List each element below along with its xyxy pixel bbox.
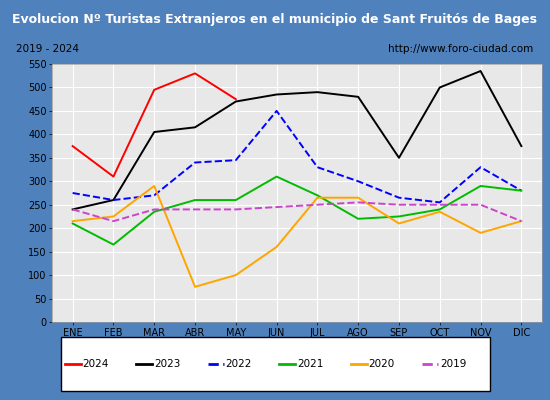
Text: 2022: 2022	[226, 359, 252, 369]
2020	[192, 284, 199, 289]
2019	[437, 202, 443, 207]
2022	[110, 198, 117, 202]
2019	[151, 207, 157, 212]
2022	[192, 160, 199, 165]
2021	[69, 221, 76, 226]
Line: 2020: 2020	[73, 186, 521, 287]
2020	[233, 273, 239, 278]
Line: 2022: 2022	[73, 111, 521, 202]
2021	[395, 214, 402, 219]
Text: Evolucion Nº Turistas Extranjeros en el municipio de Sant Fruitós de Bages: Evolucion Nº Turistas Extranjeros en el …	[13, 14, 537, 26]
2020	[518, 219, 525, 224]
Text: 2024: 2024	[82, 359, 109, 369]
Text: http://www.foro-ciudad.com: http://www.foro-ciudad.com	[388, 44, 534, 54]
2023	[477, 69, 484, 74]
2021	[518, 188, 525, 193]
2022	[314, 165, 321, 170]
2020	[69, 219, 76, 224]
2020	[151, 184, 157, 188]
Text: 2019 - 2024: 2019 - 2024	[16, 44, 79, 54]
2022	[151, 193, 157, 198]
2024	[110, 174, 117, 179]
2024	[151, 87, 157, 92]
2022	[273, 108, 280, 113]
2024	[69, 144, 76, 148]
2019	[69, 207, 76, 212]
2020	[314, 195, 321, 200]
Line: 2021: 2021	[73, 176, 521, 244]
2019	[273, 205, 280, 210]
2019	[233, 207, 239, 212]
2024	[192, 71, 199, 76]
2020	[437, 209, 443, 214]
2021	[314, 193, 321, 198]
2022	[355, 179, 361, 184]
2022	[395, 195, 402, 200]
2023	[395, 156, 402, 160]
2021	[192, 198, 199, 202]
2020	[355, 195, 361, 200]
2020	[273, 244, 280, 249]
2022	[69, 190, 76, 195]
Line: 2023: 2023	[73, 71, 521, 210]
2023	[69, 207, 76, 212]
2021	[233, 198, 239, 202]
2019	[518, 219, 525, 224]
2019	[314, 202, 321, 207]
2019	[477, 202, 484, 207]
Line: 2019: 2019	[73, 202, 521, 221]
2020	[395, 221, 402, 226]
Text: 2019: 2019	[440, 359, 466, 369]
2019	[192, 207, 199, 212]
2021	[437, 207, 443, 212]
Text: 2021: 2021	[297, 359, 323, 369]
2019	[355, 200, 361, 205]
2020	[477, 230, 484, 235]
2021	[477, 184, 484, 188]
2023	[192, 125, 199, 130]
2022	[518, 188, 525, 193]
2023	[314, 90, 321, 94]
2023	[518, 144, 525, 148]
2022	[477, 165, 484, 170]
Text: 2020: 2020	[368, 359, 395, 369]
2023	[151, 130, 157, 134]
2021	[151, 209, 157, 214]
Line: 2024: 2024	[73, 73, 236, 176]
2023	[273, 92, 280, 97]
2020	[110, 214, 117, 219]
2021	[110, 242, 117, 247]
2021	[273, 174, 280, 179]
2022	[233, 158, 239, 162]
Text: 2023: 2023	[154, 359, 180, 369]
2019	[110, 219, 117, 224]
2023	[233, 99, 239, 104]
2023	[110, 198, 117, 202]
2021	[355, 216, 361, 221]
2022	[437, 200, 443, 205]
2019	[395, 202, 402, 207]
2023	[355, 94, 361, 99]
2023	[437, 85, 443, 90]
2024	[233, 97, 239, 102]
